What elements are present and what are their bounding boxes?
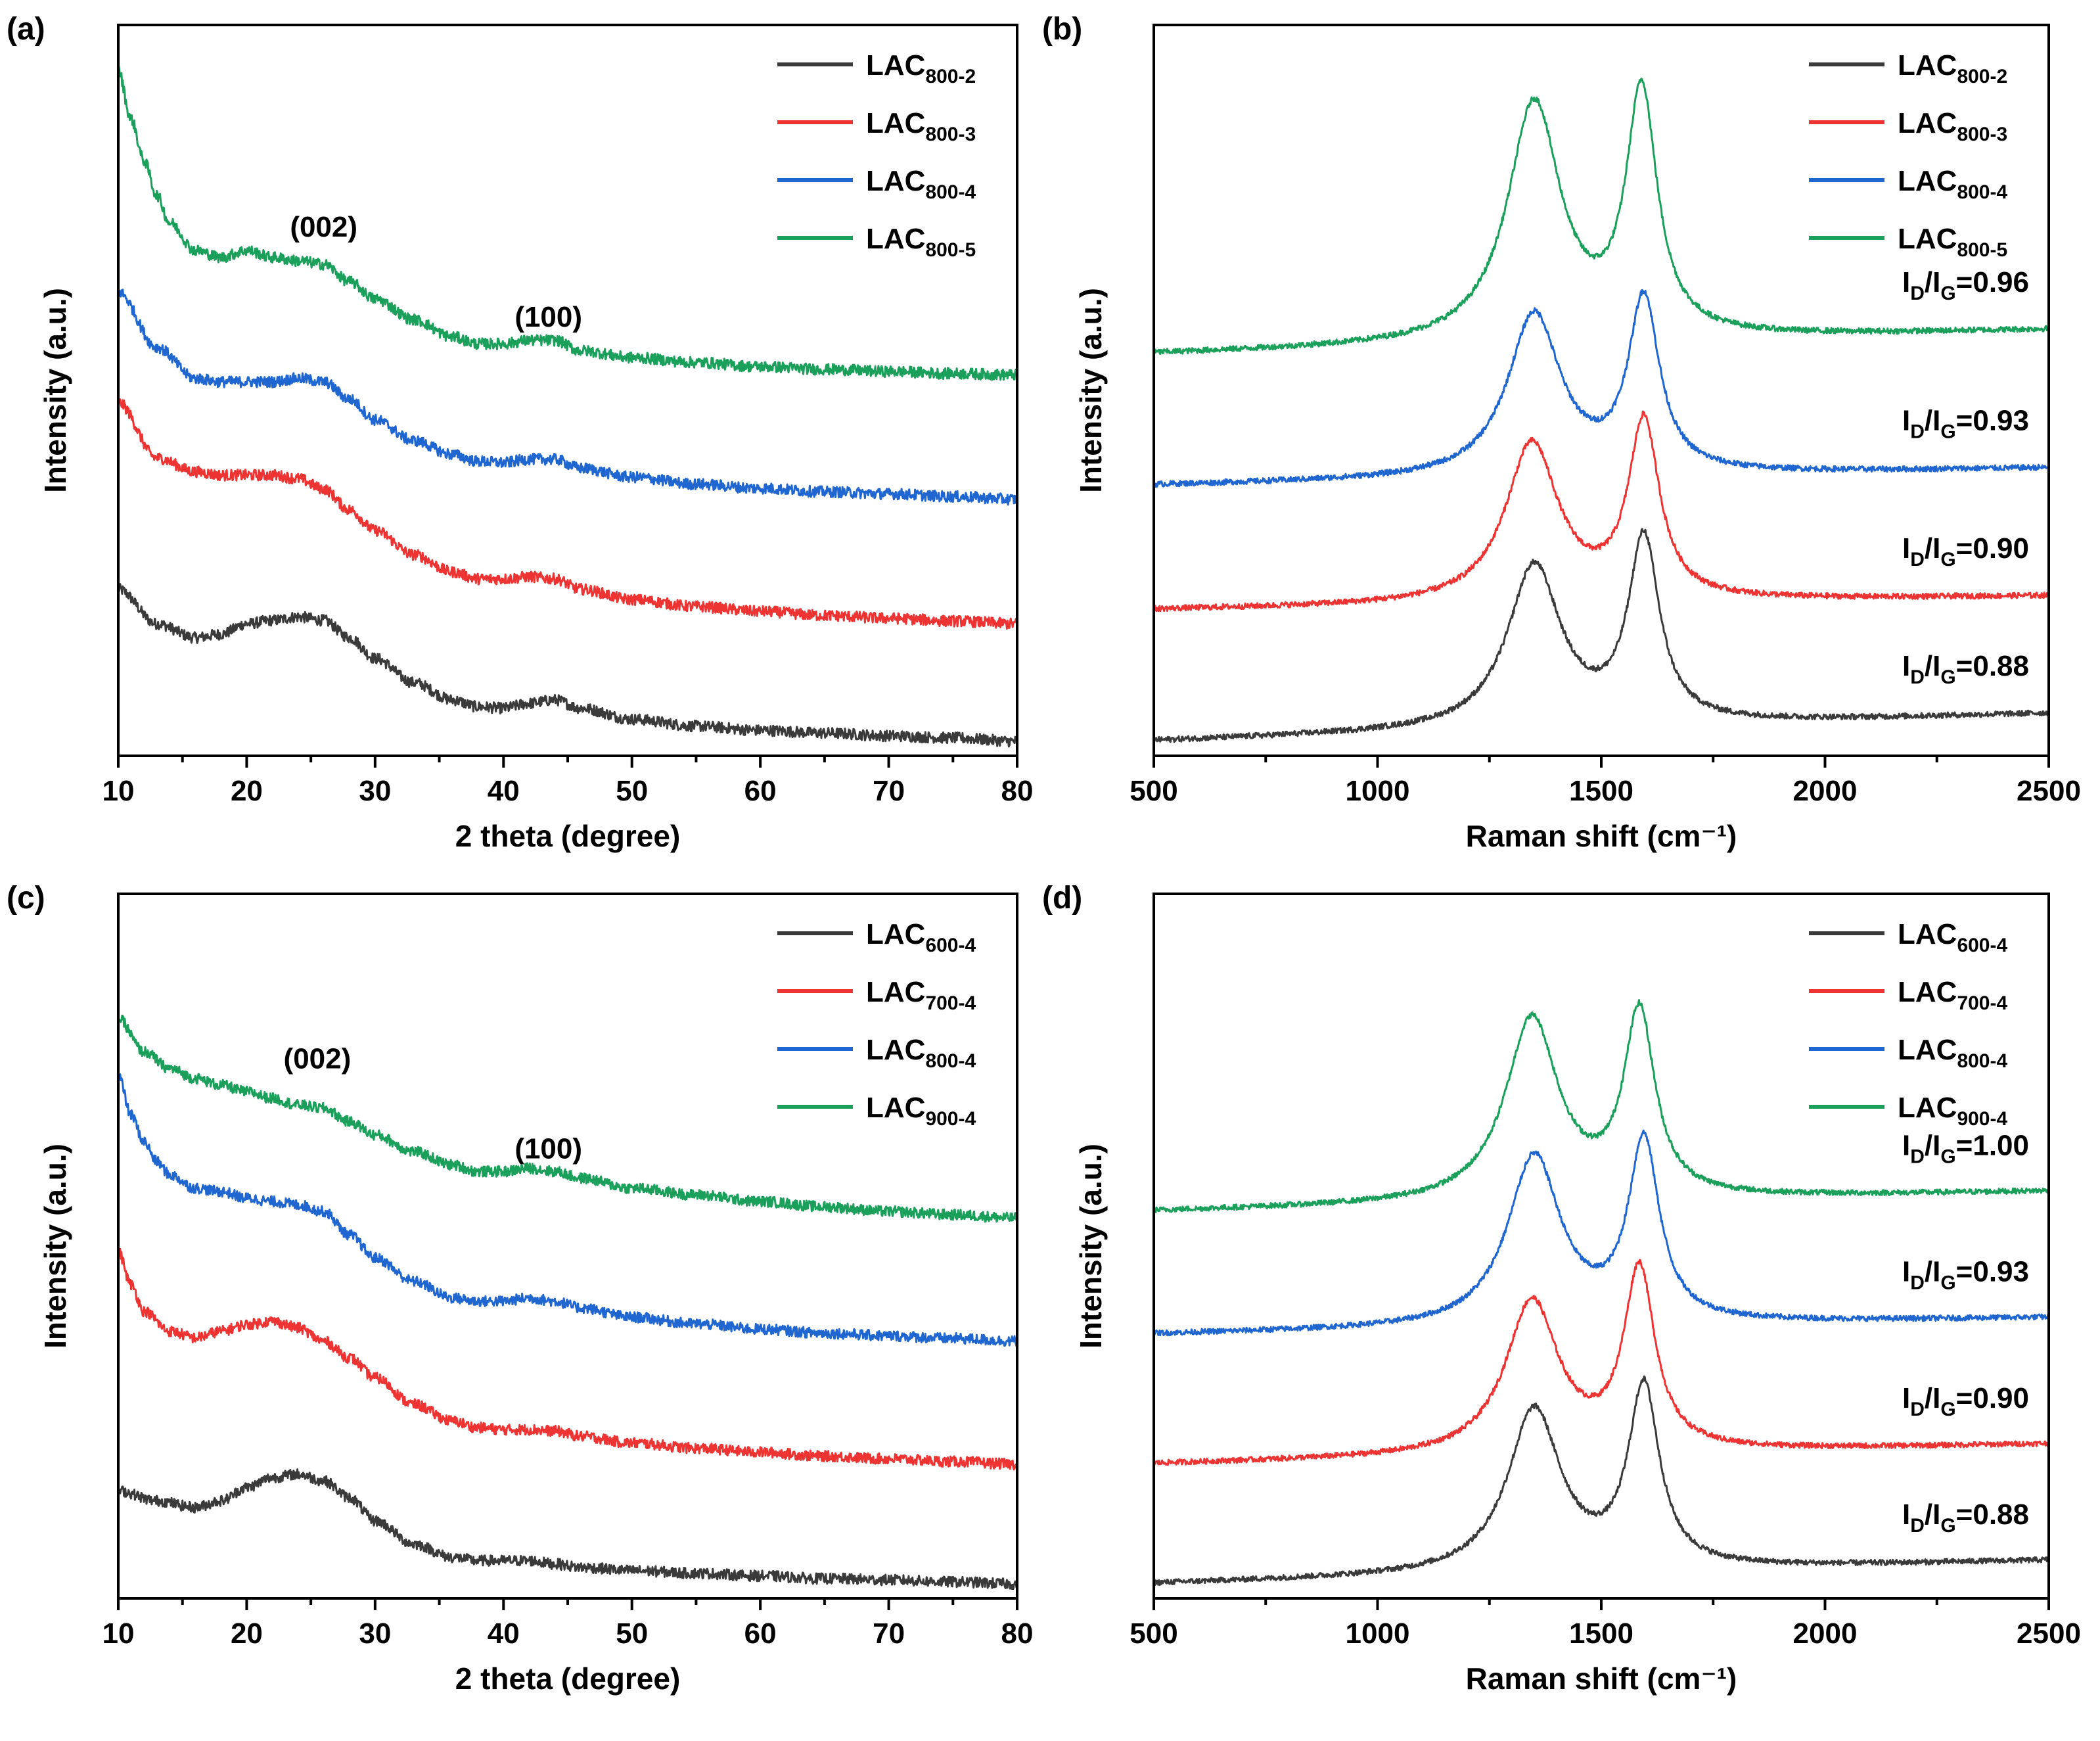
- series-line-800-3: [117, 398, 1018, 630]
- legend-label-800-4: LAC800-4: [1898, 165, 2007, 203]
- x-tick-label: 30: [359, 775, 391, 807]
- y-axis-title: Intensity (a.u.): [38, 1144, 72, 1349]
- ratio-label: ID/IG=0.90: [1902, 1382, 2029, 1420]
- y-axis-title: Intensity (a.u.): [1074, 288, 1108, 493]
- x-tick-label: 10: [103, 775, 135, 807]
- ratio-label: ID/IG=0.93: [1902, 405, 2029, 443]
- x-tick-label: 20: [231, 1617, 263, 1650]
- x-tick-label: 50: [616, 775, 648, 807]
- legend-label-600-4: LAC600-4: [1898, 918, 2007, 956]
- x-tick-label: 60: [744, 1617, 777, 1650]
- legend-label-800-4: LAC800-4: [866, 1034, 976, 1072]
- x-tick-label: 500: [1130, 1617, 1177, 1650]
- x-tick-label: 2500: [2017, 775, 2081, 807]
- legend-label-600-4: LAC600-4: [866, 918, 976, 956]
- peak-annotation: (100): [514, 1132, 582, 1165]
- series-line-900-4: [117, 1014, 1018, 1223]
- series-line-800-5: [117, 66, 1018, 381]
- x-tick-label: 40: [488, 1617, 520, 1650]
- x-tick-label: 10: [103, 1617, 135, 1650]
- series-line-800-4: [117, 1073, 1018, 1347]
- x-tick-label: 70: [873, 1617, 905, 1650]
- x-axis-title: Raman shift (cm⁻¹): [1466, 819, 1737, 853]
- panel-letter: (b): [1042, 12, 1082, 47]
- legend-label-900-4: LAC900-4: [1898, 1092, 2007, 1130]
- panel-0: (a) 10 20 30 40 50 60 70 80 2 theta (degree) Inten…: [7, 12, 1033, 853]
- series-line-800-5: [1153, 78, 2050, 355]
- panel-letter: (c): [7, 881, 45, 916]
- x-axis-title: 2 theta (degree): [455, 819, 681, 853]
- legend-label-700-4: LAC700-4: [1898, 976, 2007, 1014]
- y-axis-title: Intensity (a.u.): [38, 288, 72, 493]
- panel-1: (b) 500 1000 1500 2000 2500 Raman shift (cm⁻¹)…: [1042, 12, 2081, 853]
- peak-annotation: (002): [284, 1043, 352, 1075]
- series-line-600-4: [1153, 1375, 2050, 1587]
- x-tick-label: 40: [488, 775, 520, 807]
- legend-label-800-2: LAC800-2: [1898, 49, 2007, 87]
- x-tick-label: 80: [1001, 1617, 1034, 1650]
- ratio-label: ID/IG=0.90: [1902, 532, 2029, 570]
- x-tick-label: 1500: [1569, 775, 1633, 807]
- legend-label-900-4: LAC900-4: [866, 1092, 976, 1130]
- x-tick-label: 500: [1130, 775, 1177, 807]
- legend-label-800-5: LAC800-5: [1898, 223, 2007, 261]
- legend-label-800-4: LAC800-4: [1898, 1034, 2007, 1072]
- x-tick-label: 2000: [1793, 1617, 1858, 1650]
- series-line-800-2: [117, 583, 1018, 748]
- legend-label-800-4: LAC800-4: [866, 165, 976, 203]
- x-tick-label: 1000: [1346, 1617, 1410, 1650]
- x-axis-title: 2 theta (degree): [455, 1661, 681, 1696]
- ratio-label: ID/IG=0.88: [1902, 1498, 2029, 1537]
- series-line-900-4: [1153, 999, 2050, 1214]
- x-tick-label: 20: [231, 775, 263, 807]
- x-axis-title: Raman shift (cm⁻¹): [1466, 1661, 1737, 1696]
- series-line-800-3: [1153, 410, 2050, 613]
- y-axis-title: Intensity (a.u.): [1074, 1144, 1108, 1349]
- x-tick-label: 1500: [1569, 1617, 1633, 1650]
- panel-3: (d) 500 1000 1500 2000 2500 Raman shift (cm⁻¹)…: [1042, 881, 2081, 1696]
- legend-label-800-3: LAC800-3: [866, 107, 976, 145]
- x-tick-label: 2000: [1793, 775, 1858, 807]
- peak-annotation: (100): [514, 301, 582, 333]
- ratio-label: ID/IG=0.96: [1902, 266, 2029, 304]
- panel-2: (c) 10 20 30 40 50 60 70 80 2 theta (degree) Inten…: [7, 881, 1033, 1696]
- x-tick-label: 30: [359, 1617, 391, 1650]
- x-tick-label: 60: [744, 775, 777, 807]
- series-line-800-4: [1153, 1129, 2050, 1337]
- x-tick-label: 80: [1001, 775, 1034, 807]
- series-line-600-4: [117, 1468, 1018, 1590]
- peak-annotation: (002): [290, 211, 357, 243]
- x-tick-label: 70: [873, 775, 905, 807]
- ratio-label: ID/IG=0.88: [1902, 650, 2029, 688]
- panel-letter: (a): [7, 12, 45, 47]
- ratio-label: ID/IG=1.00: [1902, 1129, 2029, 1167]
- series-line-800-4: [118, 289, 1018, 506]
- legend-label-800-5: LAC800-5: [866, 223, 976, 261]
- ratio-label: ID/IG=0.93: [1902, 1256, 2029, 1294]
- panel-letter: (d): [1042, 881, 1082, 916]
- legend-label-700-4: LAC700-4: [866, 976, 976, 1014]
- legend-label-800-2: LAC800-2: [866, 49, 976, 87]
- series-line-700-4: [1153, 1259, 2050, 1466]
- x-tick-label: 2500: [2017, 1617, 2081, 1650]
- legend-label-800-3: LAC800-3: [1898, 107, 2007, 145]
- series-line-800-2: [1153, 528, 2050, 743]
- series-line-700-4: [117, 1247, 1018, 1471]
- x-tick-label: 50: [616, 1617, 648, 1650]
- x-tick-label: 1000: [1346, 775, 1410, 807]
- series-line-800-4: [1153, 289, 2050, 488]
